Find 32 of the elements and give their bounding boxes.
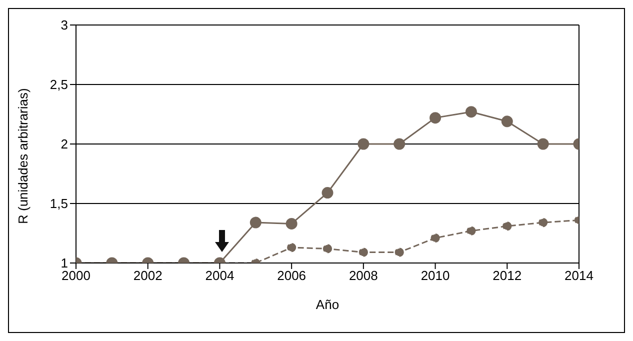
x-tick-label: 2006 [277, 268, 306, 284]
x-tick-label: 2004 [205, 268, 234, 284]
x-tick-label: 2002 [133, 268, 162, 284]
x-tick-label: 2000 [62, 268, 90, 284]
x-tick-label: 2008 [348, 268, 378, 284]
point [502, 222, 512, 231]
point [322, 244, 332, 254]
point [250, 216, 262, 228]
y-tick-label: 1,5 [50, 196, 68, 212]
point [465, 106, 477, 118]
point [394, 138, 406, 150]
x-axis-title: Año [316, 297, 340, 312]
point [394, 248, 404, 257]
point [430, 112, 442, 124]
point [287, 242, 296, 252]
x-tick-label: 2012 [492, 268, 522, 284]
point [358, 248, 368, 257]
x-tick-label: 2014 [564, 268, 594, 284]
y-tick-label: 2,5 [50, 77, 68, 92]
y-axis-title: R (unidades arbitrarias) [16, 88, 31, 224]
point [322, 187, 334, 199]
point [430, 233, 440, 243]
y-tick-label: 3 [60, 18, 68, 33]
point [358, 138, 370, 150]
point [537, 138, 549, 150]
point [538, 218, 548, 228]
y-tick-label: 1 [60, 256, 68, 271]
y-tick-label: 2 [60, 136, 68, 152]
x-tick-label: 2010 [420, 268, 450, 284]
point [501, 116, 513, 128]
point [466, 226, 476, 236]
point [286, 218, 298, 230]
